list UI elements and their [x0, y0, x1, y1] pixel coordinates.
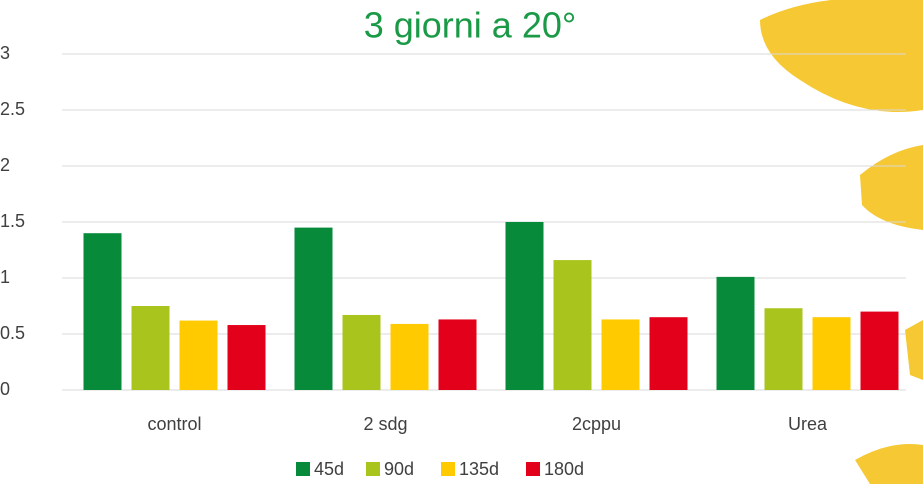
y-tick-label: 3 [0, 43, 10, 63]
legend-swatch [441, 462, 455, 476]
bar [180, 321, 218, 390]
bar [84, 233, 122, 390]
bar [602, 319, 640, 390]
legend-swatch [366, 462, 380, 476]
x-tick-label: Urea [788, 414, 828, 434]
bar [717, 277, 755, 390]
legend-label: 135d [459, 459, 499, 479]
bar [813, 317, 851, 390]
bar [506, 222, 544, 390]
chart-title: 3 giorni a 20° [364, 5, 577, 46]
y-tick-label: 0 [0, 379, 10, 399]
legend-label: 90d [384, 459, 414, 479]
bar [650, 317, 688, 390]
bar [295, 228, 333, 390]
chart: 3 giorni a 20° 0 0.5 1 1.5 2 2.5 3 control 2 sdg… [0, 0, 923, 484]
decoration [760, 0, 923, 484]
legend-swatch [526, 462, 540, 476]
y-tick-label: 2 [0, 155, 10, 175]
y-tick-label: 0.5 [0, 323, 25, 343]
bar [228, 325, 266, 390]
y-tick-label: 1.5 [0, 211, 25, 231]
bar [765, 308, 803, 390]
bar [554, 260, 592, 390]
legend-label: 45d [314, 459, 344, 479]
bar [343, 315, 381, 390]
x-tick-label: 2 sdg [363, 414, 407, 434]
bar [439, 319, 477, 390]
y-tick-label: 2.5 [0, 99, 25, 119]
x-tick-label: control [147, 414, 201, 434]
bar [132, 306, 170, 390]
legend-label: 180d [544, 459, 584, 479]
y-tick-label: 1 [0, 267, 10, 287]
legend-swatch [296, 462, 310, 476]
bar [391, 324, 429, 390]
bar [861, 312, 899, 390]
x-tick-label: 2cppu [572, 414, 621, 434]
